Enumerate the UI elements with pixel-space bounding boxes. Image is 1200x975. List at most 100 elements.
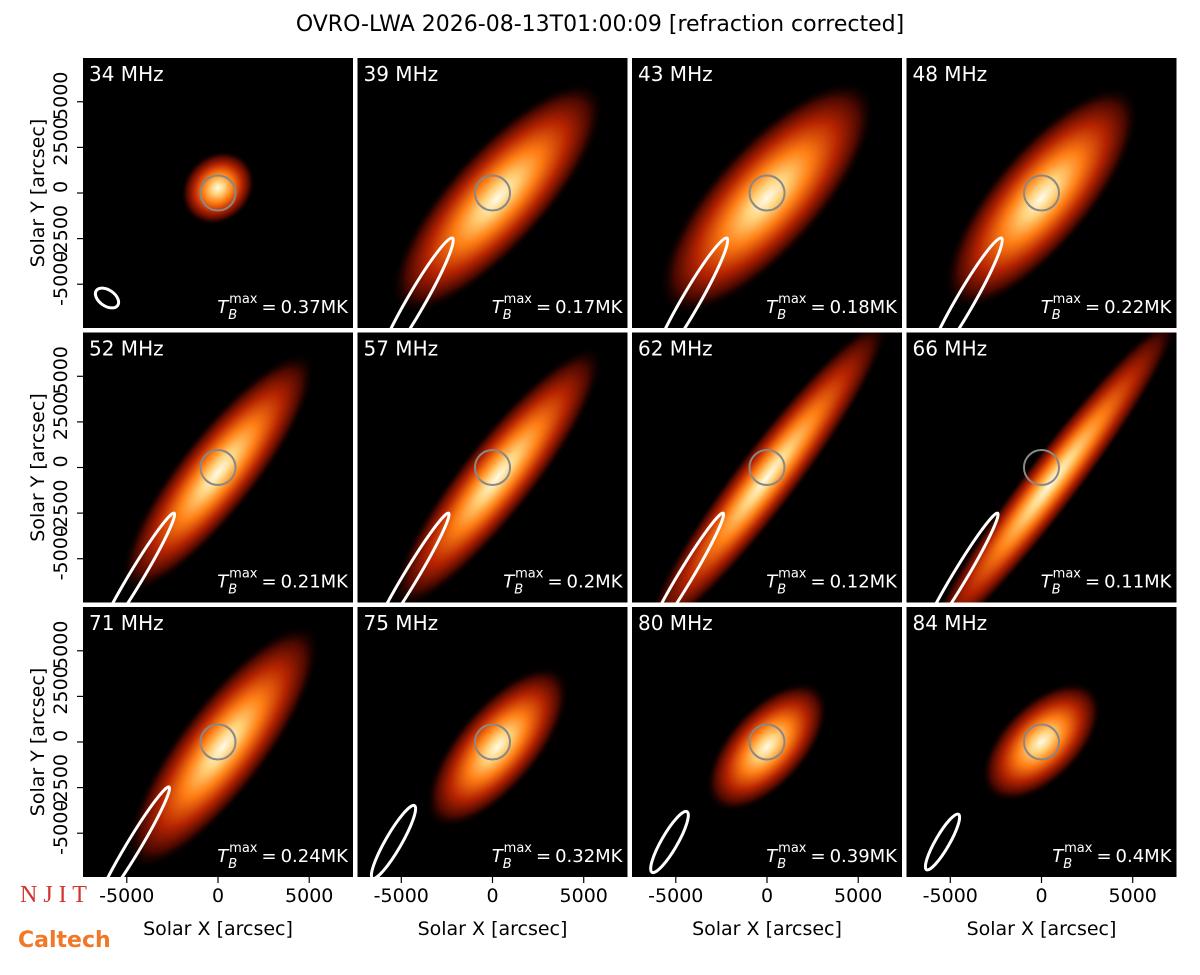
tb-eq: = [536,297,551,318]
emission-blob [943,86,1140,310]
beam [369,511,451,603]
panel-image [369,345,604,603]
tb-sup: max [1053,292,1082,307]
tb-max-label: TBmax = 0.21MK [217,567,349,598]
tb-sub: B [1063,857,1072,872]
panel: 66 MHz TBmax = 0.11MK [906,332,1177,603]
x-tick-label: 5000 [1109,885,1157,907]
x-tick-label: -5000 [648,885,703,907]
x-tick-label: 0 [1035,885,1047,907]
frequency-label: 48 MHz [913,62,988,86]
frequency-label: 57 MHz [364,337,439,361]
x-tick-label: 0 [761,885,773,907]
tb-max-label: TBmax = 0.4MK [1052,841,1173,872]
y-tick-label: -2500 [50,754,72,809]
tb-max-label: TBmax = 0.17MK [492,292,624,323]
tb-value: 0.39MK [830,846,899,867]
solar-disk [1022,174,1061,212]
beam [375,236,455,328]
y-tick-label: -2500 [50,479,72,534]
tb-value: 0.24MK [281,846,350,867]
tb-value: 0.17MK [555,297,624,318]
solar-disk [473,448,512,487]
tb-eq: = [547,572,562,593]
frequency-label: 43 MHz [638,62,713,86]
tb-symbol: T [492,297,505,318]
tb-max-label: TBmax = 0.11MK [1041,567,1173,598]
y-tick-label: 2500 [50,392,72,440]
beam [649,809,690,875]
x-axis-label: Solar X [arcsec] [967,918,1117,940]
y-tick-label: 0 [50,181,72,193]
solar-disk [1022,448,1061,487]
tb-value: 0.32MK [555,846,624,867]
panel: 52 MHz TBmax = 0.21MK -5000-2500 0 25005000Sol… [27,332,353,603]
beam [369,803,418,877]
y-axis-label: Solar Y [arcsec] [27,393,49,541]
tb-sup: max [778,567,807,582]
tb-max-label: TBmax = 0.12MK [766,567,898,598]
tb-sup: max [1053,567,1082,582]
panel-image [924,86,1140,328]
solar-disk [199,174,237,212]
tb-sub: B [228,857,237,872]
panel: 39 MHz TBmax = 0.17MK [357,58,628,328]
tb-sub: B [228,308,237,323]
panel: 75 MHz TBmax = 0.32MK -5000 0 5000 Solar X [arc… [357,607,628,940]
tb-sub: B [1052,308,1061,323]
emission-blob [658,80,876,316]
x-axis-label: Solar X [arcsec] [692,918,842,940]
tb-eq: = [1096,846,1111,867]
tb-sub: B [777,857,786,872]
tb-value: 0.37MK [281,297,350,318]
tb-symbol: T [766,572,779,593]
beam [93,286,121,310]
logo-caltech: Caltech [18,928,111,953]
emission-blob [390,81,605,315]
y-tick-label: 5000 [50,621,72,669]
tb-sup: max [1064,841,1093,856]
solar-disk [199,723,237,761]
beam [649,236,730,328]
x-axis-label: Solar X [arcsec] [143,918,293,940]
frequency-label: 34 MHz [89,62,164,86]
chart-title: OVRO-LWA 2026-08-13T01:00:09 [refraction… [296,12,904,37]
solar-disk [748,448,786,487]
frequency-label: 52 MHz [89,337,164,361]
tb-symbol: T [1041,572,1054,593]
beam [923,812,962,872]
tb-sup: max [229,841,258,856]
frequency-label: 39 MHz [364,62,439,86]
tb-max-label: TBmax = 0.24MK [217,841,349,872]
tb-sup: max [504,292,533,307]
tb-sub: B [1052,583,1061,598]
panel: 62 MHz TBmax = 0.12MK [632,332,902,603]
solar-disk [473,174,512,212]
x-tick-label: 0 [486,885,498,907]
beam [918,511,1000,603]
x-tick-label: -5000 [374,885,429,907]
tb-max-label: TBmax = 0.22MK [1041,292,1173,323]
x-tick-label: 5000 [834,885,882,907]
panel: 43 MHz TBmax = 0.18MK [632,58,902,328]
panel: 84 MHz TBmax = 0.4MK -5000 0 5000 Solar X [arcs… [906,607,1177,940]
y-tick-label: -5000 [50,251,72,306]
panel-image [923,681,1102,872]
tb-eq: = [261,572,276,593]
y-tick-label: -5000 [50,800,72,855]
tb-value: 0.22MK [1104,297,1173,318]
emission-blob [391,345,604,603]
tb-sub: B [228,583,237,598]
y-tick-label: -2500 [50,205,72,260]
tb-sup: max [229,567,258,582]
y-axis-label: Solar Y [arcsec] [27,119,49,267]
tb-value: 0.2MK [567,572,624,593]
beam [643,511,726,603]
tb-value: 0.18MK [830,297,899,318]
frequency-label: 75 MHz [364,611,439,635]
x-tick-label: -5000 [923,885,978,907]
panel-image [375,81,605,328]
y-tick-label: 5000 [50,346,72,394]
tb-symbol: T [766,846,779,867]
emission-blob [705,681,829,813]
